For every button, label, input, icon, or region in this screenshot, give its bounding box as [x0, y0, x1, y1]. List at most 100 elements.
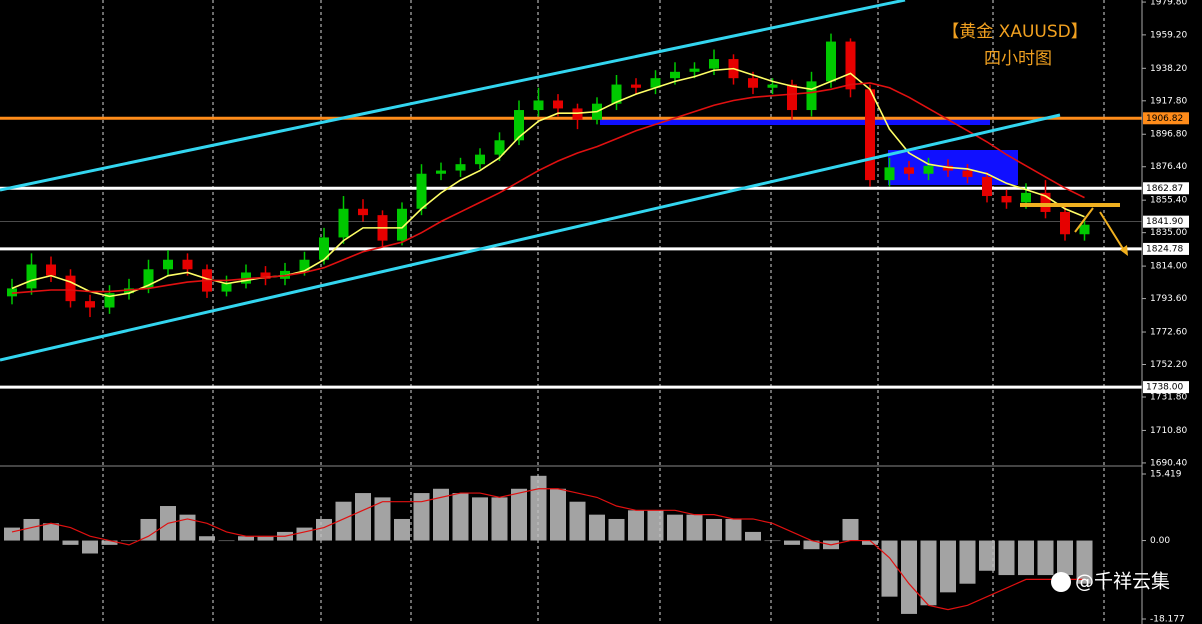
candle-body — [1079, 224, 1090, 235]
y-tick-label: 1979.80 — [1150, 0, 1187, 8]
candle-body — [650, 78, 661, 88]
candle-body — [319, 237, 329, 260]
macd-bar — [62, 540, 79, 545]
y-tick-label: 1814.00 — [1150, 262, 1187, 272]
channel-line — [0, 0, 906, 192]
candle-body — [767, 84, 778, 88]
macd-bar — [43, 523, 59, 541]
candle-body — [416, 173, 427, 209]
candle-body — [338, 208, 349, 238]
macd-bar — [472, 497, 488, 541]
macd-bar — [901, 540, 917, 614]
moving-averages — [11, 67, 1085, 298]
y-tick-label: 1938.20 — [1150, 64, 1187, 74]
candle-body — [514, 110, 524, 141]
candle-body — [923, 165, 934, 174]
macd-tick-label: 15.419 — [1150, 470, 1182, 480]
macd-bar — [296, 527, 313, 541]
candle-body — [1060, 211, 1070, 235]
candle-body — [670, 71, 680, 79]
candle-body — [787, 84, 797, 111]
macd-bar — [82, 540, 98, 554]
y-tick-label: 1772.60 — [1150, 328, 1187, 338]
macd-bar — [452, 493, 469, 541]
arrow — [1099, 211, 1126, 253]
levels — [0, 116, 1142, 389]
macd-bar — [257, 536, 274, 541]
macd-bar — [959, 540, 976, 584]
macd-bar — [1057, 540, 1073, 576]
macd-bar — [862, 540, 878, 545]
macd-bar — [140, 518, 157, 541]
level-label-box — [1143, 182, 1189, 195]
macd-bar — [979, 540, 995, 571]
candle-body — [962, 170, 973, 177]
candle-body — [533, 100, 544, 111]
macd-bar — [355, 493, 371, 541]
level-label-box — [1143, 215, 1189, 228]
moving-average — [11, 67, 1085, 298]
macd-bar — [803, 540, 820, 550]
moving-average — [11, 82, 1085, 294]
macd-bar — [101, 540, 118, 545]
y-tick-label: 1710.80 — [1150, 426, 1187, 436]
macd-tick-label: 0.00 — [1150, 536, 1170, 546]
macd-bar — [842, 518, 859, 541]
macd-bar — [394, 518, 410, 541]
macd-tick-label: -18.177 — [1150, 615, 1185, 624]
candle-body — [104, 293, 115, 308]
macd-bar — [920, 540, 937, 606]
candle-body — [689, 68, 700, 72]
y-tick-label: 1876.40 — [1150, 162, 1187, 172]
macd-bar — [4, 527, 20, 541]
candle-body — [1021, 192, 1031, 203]
macd-bar — [686, 514, 703, 541]
candle-body — [143, 269, 154, 289]
candle-body — [1001, 196, 1012, 203]
macd-bar — [998, 540, 1015, 576]
level-label-box — [1143, 242, 1189, 255]
channel-line — [0, 113, 1061, 362]
chart-subtitle: 四小时图 — [984, 49, 1052, 69]
candle-body — [982, 176, 992, 197]
macd-bar — [218, 540, 235, 542]
candle-body — [260, 272, 271, 279]
level-label: 1841.90 — [1146, 217, 1183, 227]
macd-bar — [1076, 540, 1093, 584]
macd-bar — [628, 510, 644, 541]
candle-body — [85, 301, 95, 308]
candle-body — [826, 41, 836, 82]
macd-bar — [784, 540, 800, 545]
candle-body — [611, 84, 622, 104]
y-tick-label: 1959.20 — [1150, 30, 1187, 40]
macd-bar — [647, 510, 664, 541]
candle-body — [358, 208, 368, 216]
macd-bar — [433, 488, 449, 541]
macd-bar — [667, 514, 683, 541]
macd-bar — [725, 518, 742, 541]
level-label-box — [1143, 381, 1189, 394]
candle-body — [884, 167, 895, 181]
macd-bar — [589, 514, 605, 541]
y-tick-label: 1793.60 — [1150, 294, 1187, 304]
candle-body — [904, 167, 914, 174]
candle-body — [455, 164, 466, 171]
zone — [600, 117, 990, 125]
macd-bar — [881, 540, 898, 597]
y-tick-label: 1855.40 — [1150, 196, 1187, 206]
watermark: @千祥云集 — [1075, 571, 1170, 593]
candle-body — [182, 259, 193, 270]
y-tick-label: 1835.00 — [1150, 228, 1187, 238]
y-tick-label: 1731.80 — [1150, 393, 1187, 403]
macd-panel — [4, 475, 1093, 614]
macd-bar — [745, 531, 761, 541]
macd-bar — [569, 501, 586, 541]
candle-body — [221, 283, 232, 292]
candle-body — [631, 84, 641, 88]
candle-body — [865, 89, 875, 181]
macd-bar — [511, 488, 527, 541]
macd-bar — [335, 501, 352, 541]
candle-body — [494, 140, 505, 155]
candle-body — [845, 41, 856, 90]
macd-bar — [1018, 540, 1034, 576]
